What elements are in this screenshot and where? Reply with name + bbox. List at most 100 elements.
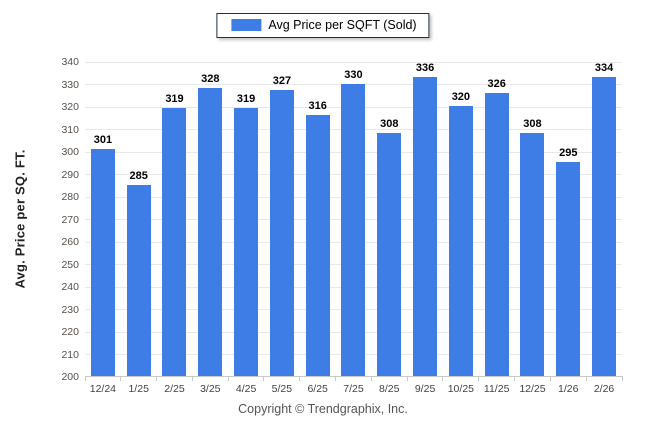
- axis-tick: [478, 376, 480, 381]
- bar-value-label: 336: [415, 62, 435, 74]
- y-tick-label: 300: [61, 146, 79, 158]
- bar-slot: 327 5/25: [264, 62, 300, 395]
- bar: [305, 115, 330, 376]
- bar-slot: 308 8/25: [371, 62, 407, 395]
- bar-value-label: 308: [523, 118, 542, 130]
- axis-tick: [299, 376, 301, 381]
- bar-slot: 285 1/25: [121, 62, 157, 395]
- bar: [198, 88, 223, 376]
- axis-tick: [120, 376, 122, 381]
- y-tick-label: 260: [61, 236, 79, 248]
- bar: [484, 92, 509, 376]
- bar-value-label: 319: [236, 93, 256, 106]
- bar-slot: 301 12/24: [85, 62, 121, 395]
- x-tick-label: 10/25: [447, 383, 474, 395]
- axis-tick: [514, 376, 516, 381]
- x-tick-label: 9/25: [414, 383, 436, 395]
- x-tick-label: 11/25: [483, 383, 510, 395]
- bar-value-label: 319: [165, 93, 184, 106]
- bar: [520, 133, 545, 376]
- bar-slot: 336 9/25: [407, 62, 443, 395]
- legend-swatch: [231, 19, 262, 31]
- y-tick-label: 310: [61, 123, 79, 136]
- bar-value-label: 330: [344, 68, 363, 81]
- copyright-text: Copyright © Trendgraphix, Inc.: [238, 402, 408, 416]
- bar-value-label: 326: [487, 77, 506, 90]
- bar-slot: 328 3/25: [192, 62, 228, 395]
- bar-value-label: 327: [272, 75, 292, 88]
- bar-value-label: 308: [380, 118, 399, 130]
- bar: [269, 90, 294, 376]
- bar-slot: 316 6/25: [300, 62, 336, 395]
- legend: Avg Price per SQFT (Sold): [216, 13, 430, 38]
- bar: [341, 83, 366, 376]
- y-tick-label: 330: [61, 78, 79, 91]
- x-tick-label: 2/25: [164, 383, 185, 395]
- bar: [556, 162, 581, 376]
- bar: [90, 148, 115, 376]
- y-tick-label: 230: [61, 303, 79, 316]
- x-tick-label: 4/25: [235, 383, 257, 395]
- legend-label: Avg Price per SQFT (Sold): [268, 18, 417, 32]
- bar-value-label: 285: [129, 169, 148, 182]
- axis-tick: [549, 376, 551, 381]
- bar: [162, 108, 187, 376]
- axis-tick: [406, 376, 408, 381]
- bar-slot: 334 2/26: [586, 62, 622, 395]
- bar-slot: 330 7/25: [336, 62, 372, 395]
- bar-value-label: 295: [559, 147, 578, 160]
- x-tick-label: 3/25: [200, 383, 221, 395]
- bar-slot: 326 11/25: [479, 62, 515, 396]
- x-tick-label: 1/26: [558, 383, 579, 395]
- y-tick-label: 290: [61, 168, 79, 181]
- bar: [377, 133, 402, 376]
- y-tick-label: 280: [61, 191, 79, 203]
- x-tick-label: 2/26: [593, 383, 615, 395]
- axis-tick: [227, 376, 229, 381]
- axis-tick: [621, 376, 623, 381]
- y-tick-label: 340: [61, 56, 79, 68]
- bar-slot: 320 10/25: [443, 62, 479, 395]
- x-tick-label: 5/25: [271, 383, 293, 395]
- y-tick-label: 220: [61, 326, 79, 338]
- y-tick-label: 210: [61, 348, 79, 361]
- plot-area: 200 210 220 230 240 250 260 270 280 290 300 310 320 3…: [61, 56, 623, 396]
- y-tick-label: 240: [61, 281, 79, 293]
- y-tick-label: 270: [61, 213, 79, 226]
- axis-tick: [84, 376, 86, 381]
- bar-value-label: 320: [451, 91, 471, 103]
- bar-value-label: 316: [308, 100, 327, 112]
- gridline: [85, 61, 622, 63]
- bar-slot: 319 4/25: [228, 62, 264, 395]
- x-tick-label: 1/25: [128, 383, 149, 395]
- bar-value-label: 334: [594, 62, 614, 74]
- bar: [413, 77, 438, 376]
- axis-tick: [335, 376, 337, 381]
- y-axis-title: Avg. Price per SQ. FT.: [12, 149, 28, 289]
- x-tick-label: 7/25: [343, 383, 364, 395]
- axis-tick: [191, 376, 193, 381]
- x-tick-label: 12/25: [519, 383, 546, 395]
- axis-tick: [370, 376, 372, 381]
- axis-tick: [156, 376, 158, 381]
- bar-value-label: 328: [201, 73, 220, 85]
- bar-slot: 308 12/25: [515, 62, 551, 395]
- y-tick-label: 250: [61, 258, 79, 271]
- axis-tick: [263, 376, 265, 381]
- bar: [126, 184, 151, 376]
- bar-slot: 295 1/26: [550, 62, 586, 395]
- axis-tick: [442, 376, 444, 381]
- x-tick-label: 6/25: [307, 383, 328, 395]
- y-tick-label: 320: [61, 101, 79, 113]
- bar: [448, 106, 473, 376]
- x-tick-label: 8/25: [379, 383, 400, 395]
- bars-layer: 301 12/24 285 1/25 319 2/25 328 3/25 319 4/25 327 5…: [85, 62, 622, 396]
- bar-value-label: 301: [93, 133, 113, 146]
- x-tick-label: 12/24: [89, 383, 117, 395]
- bar: [234, 108, 259, 376]
- y-tick-label: 200: [61, 371, 79, 383]
- axis-tick: [585, 376, 587, 381]
- bar: [592, 77, 617, 376]
- bar-slot: 319 2/25: [157, 62, 193, 395]
